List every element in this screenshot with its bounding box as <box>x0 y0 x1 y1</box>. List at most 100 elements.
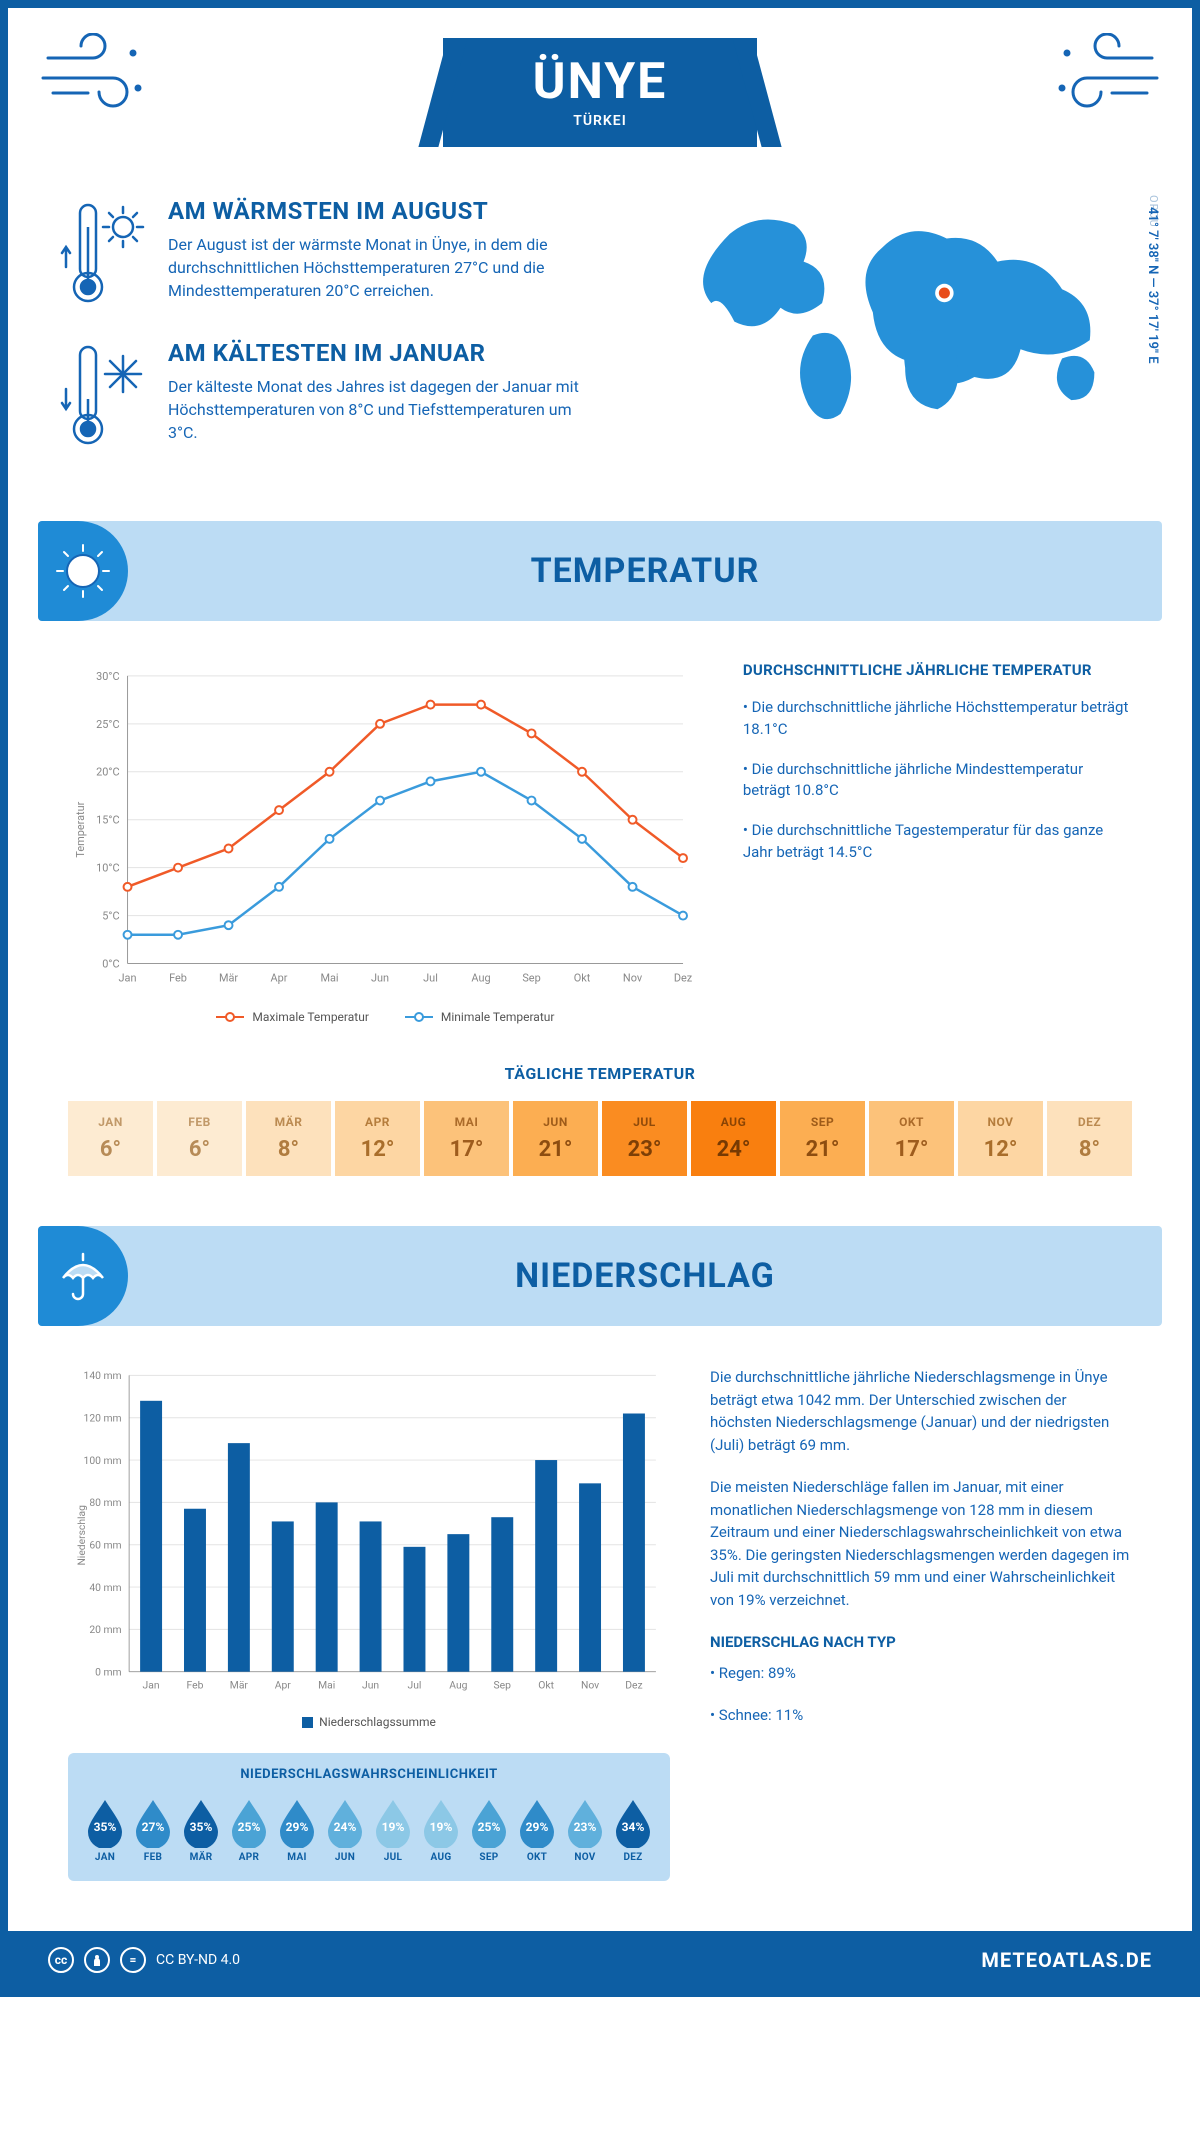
svg-text:0 mm: 0 mm <box>95 1666 121 1679</box>
svg-text:Jun: Jun <box>362 1679 379 1692</box>
daily-title: TÄGLICHE TEMPERATUR <box>68 1064 1132 1083</box>
info-title: DURCHSCHNITTLICHE JÄHRLICHE TEMPERATUR <box>743 661 1132 679</box>
svg-text:Dez: Dez <box>625 1679 642 1692</box>
info-line: • Die durchschnittliche jährliche Höchst… <box>743 697 1132 741</box>
wind-icon <box>1052 33 1162 117</box>
precip-type-line: • Regen: 89% <box>710 1662 1132 1685</box>
wind-icon <box>38 33 148 117</box>
by-icon <box>84 1947 110 1973</box>
svg-text:Dez: Dez <box>674 971 693 984</box>
legend-max: Maximale Temperatur <box>252 1010 368 1024</box>
svg-text:0°C: 0°C <box>102 958 119 971</box>
svg-text:30°C: 30°C <box>96 670 119 683</box>
prob-drop: 25%SEP <box>468 1796 510 1863</box>
sun-icon <box>38 521 128 621</box>
section-title: TEMPERATUR <box>128 551 1162 591</box>
svg-text:Nov: Nov <box>581 1679 599 1692</box>
precip-legend: Niederschlagssumme <box>68 1715 670 1729</box>
prob-drop: 19%AUG <box>420 1796 462 1863</box>
svg-text:Niederschlag: Niederschlag <box>75 1505 88 1566</box>
cc-icon: cc <box>48 1947 74 1973</box>
svg-text:15°C: 15°C <box>96 814 119 827</box>
temperature-info: DURCHSCHNITTLICHE JÄHRLICHE TEMPERATUR •… <box>743 661 1132 1024</box>
country-name: TÜRKEI <box>533 113 668 129</box>
temp-cell: DEZ8° <box>1047 1101 1132 1176</box>
probability-box: NIEDERSCHLAGSWAHRSCHEINLICHKEIT 35%JAN27… <box>68 1753 670 1881</box>
precip-para: Die durchschnittliche jährliche Niedersc… <box>710 1366 1132 1456</box>
prob-drop: 19%JUL <box>372 1796 414 1863</box>
svg-text:Mär: Mär <box>230 1679 249 1692</box>
svg-text:Mai: Mai <box>320 971 338 984</box>
svg-text:100 mm: 100 mm <box>84 1454 122 1467</box>
prob-title: NIEDERSCHLAGSWAHRSCHEINLICHKEIT <box>84 1767 654 1782</box>
prob-row: 35%JAN27%FEB35%MÄR25%APR29%MAI24%JUN19%J… <box>84 1796 654 1863</box>
svg-text:Sep: Sep <box>494 1679 512 1692</box>
svg-text:20 mm: 20 mm <box>89 1623 121 1636</box>
temp-cell: SEP21° <box>780 1101 865 1176</box>
title-band: ÜNYE TÜRKEI <box>443 38 758 147</box>
fact-coldest: AM KÄLTESTEN IM JANUAR Der kälteste Mona… <box>58 339 638 453</box>
temp-cell: NOV12° <box>958 1101 1043 1176</box>
license-block: cc = CC BY-ND 4.0 <box>48 1947 240 1973</box>
fact-desc: Der kälteste Monat des Jahres ist dagege… <box>168 375 588 445</box>
brand: METEOATLAS.DE <box>981 1948 1152 1972</box>
daily-temperature: TÄGLICHE TEMPERATUR JAN6°FEB6°MÄR8°APR12… <box>8 1054 1192 1226</box>
svg-text:Okt: Okt <box>574 971 591 984</box>
precip-type-title: NIEDERSCHLAG NACH TYP <box>710 1631 1132 1654</box>
intro-section: AM WÄRMSTEN IM AUGUST Der August ist der… <box>8 167 1192 521</box>
temp-cell: JAN6° <box>68 1101 153 1176</box>
temp-cell: JUL23° <box>602 1101 687 1176</box>
temp-cell: JUN21° <box>513 1101 598 1176</box>
svg-text:Mai: Mai <box>318 1679 335 1692</box>
svg-text:25°C: 25°C <box>96 718 119 731</box>
temp-cell: OKT17° <box>869 1101 954 1176</box>
precipitation-body: 0 mm20 mm40 mm60 mm80 mm100 mm120 mm140 … <box>8 1326 1192 1901</box>
prob-drop: 34%DEZ <box>612 1796 654 1863</box>
svg-text:Sep: Sep <box>522 971 540 984</box>
info-line: • Die durchschnittliche jährliche Mindes… <box>743 759 1132 803</box>
svg-text:20°C: 20°C <box>96 766 119 779</box>
svg-text:Feb: Feb <box>169 971 187 984</box>
svg-text:Nov: Nov <box>623 971 643 984</box>
temperature-chart: 0°C5°C10°C15°C20°C25°C30°CJanFebMärAprMa… <box>68 661 703 1024</box>
chart-legend: Maximale Temperatur Minimale Temperatur <box>68 1010 703 1024</box>
svg-text:Jun: Jun <box>371 971 389 984</box>
section-header-precipitation: NIEDERSCHLAG <box>38 1226 1162 1326</box>
thermometer-cold-icon <box>58 339 148 453</box>
svg-text:60 mm: 60 mm <box>89 1539 121 1552</box>
precip-type-line: • Schnee: 11% <box>710 1704 1132 1727</box>
precip-para: Die meisten Niederschläge fallen im Janu… <box>710 1476 1132 1611</box>
license-text: CC BY-ND 4.0 <box>156 1952 240 1968</box>
world-map <box>668 197 1142 437</box>
svg-text:80 mm: 80 mm <box>89 1496 121 1509</box>
info-line: • Die durchschnittliche Tagestemperatur … <box>743 820 1132 864</box>
temperature-body: 0°C5°C10°C15°C20°C25°C30°CJanFebMärAprMa… <box>8 621 1192 1054</box>
thermometer-hot-icon <box>58 197 148 311</box>
header: ÜNYE TÜRKEI <box>8 8 1192 167</box>
precipitation-chart: 0 mm20 mm40 mm60 mm80 mm100 mm120 mm140 … <box>68 1366 670 1881</box>
nd-icon: = <box>120 1947 146 1973</box>
svg-text:Jan: Jan <box>143 1679 160 1692</box>
daily-temp-grid: JAN6°FEB6°MÄR8°APR12°MAI17°JUN21°JUL23°A… <box>68 1101 1132 1176</box>
fact-title: AM WÄRMSTEN IM AUGUST <box>168 197 588 225</box>
svg-text:10°C: 10°C <box>96 862 119 875</box>
svg-text:Feb: Feb <box>187 1679 204 1692</box>
umbrella-icon <box>38 1226 128 1326</box>
prob-drop: 29%MAI <box>276 1796 318 1863</box>
city-name: ÜNYE <box>533 53 668 111</box>
precip-legend-label: Niederschlagssumme <box>319 1715 436 1729</box>
temp-cell: FEB6° <box>157 1101 242 1176</box>
svg-text:Temperatur: Temperatur <box>74 801 87 857</box>
svg-text:Okt: Okt <box>538 1679 554 1692</box>
fact-desc: Der August ist der wärmste Monat in Ünye… <box>168 233 588 303</box>
section-header-temperature: TEMPERATUR <box>38 521 1162 621</box>
coordinates: 41° 7' 38" N — 37° 17' 19" E <box>1145 207 1160 364</box>
prob-drop: 29%OKT <box>516 1796 558 1863</box>
prob-drop: 25%APR <box>228 1796 270 1863</box>
map-column: ORDU 41° 7' 38" N — 37° 17' 19" E <box>668 197 1142 481</box>
page: ÜNYE TÜRKEI AM WÄRMSTEN IM AUGUST Der Au… <box>0 0 1200 1997</box>
svg-text:Apr: Apr <box>275 1679 292 1692</box>
section-title: NIEDERSCHLAG <box>128 1256 1162 1296</box>
temp-cell: AUG24° <box>691 1101 776 1176</box>
temp-cell: MÄR8° <box>246 1101 331 1176</box>
